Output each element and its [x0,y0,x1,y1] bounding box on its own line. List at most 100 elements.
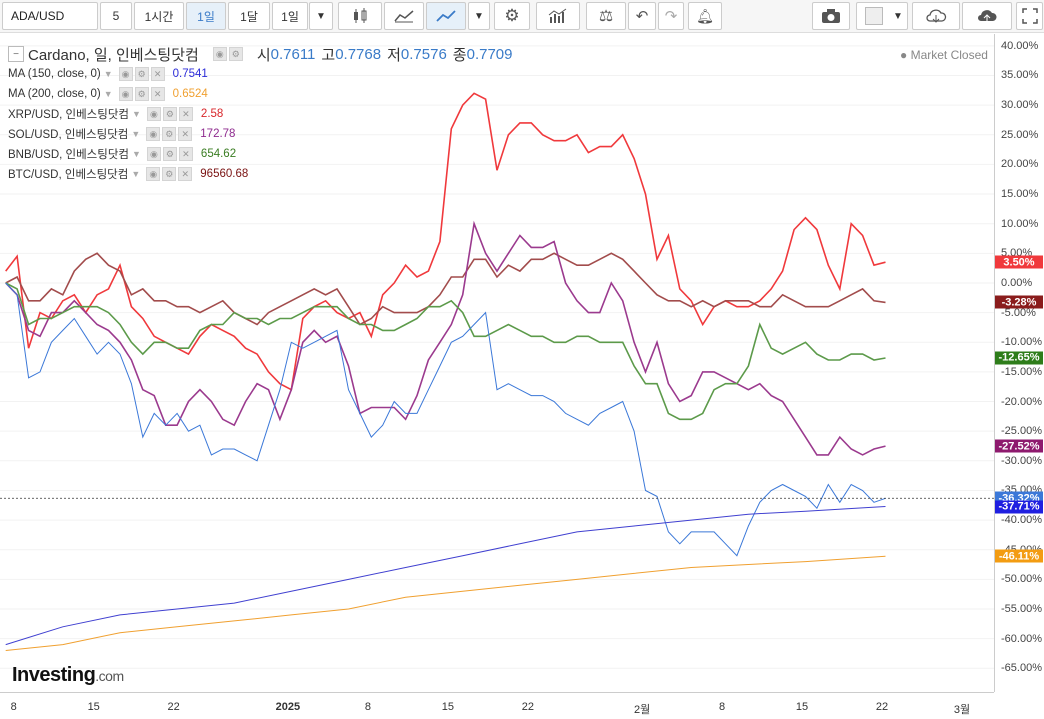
series-line-ada-usd [5,282,886,557]
eye-icon[interactable]: ◉ [118,87,133,101]
eye-icon[interactable]: ◉ [146,107,161,121]
gear-icon[interactable]: ⚙ [162,107,177,121]
redo-button[interactable]: ↷ [658,2,684,30]
cloud-upload-button[interactable] [962,2,1012,30]
close-label: 종 [452,46,467,64]
price-axis[interactable]: 40.00% 35.00% 30.00% 25.00% 20.00% 15.00% 10.0… [994,34,1044,692]
line-chart-button[interactable] [426,2,466,30]
chevron-down-icon[interactable]: ▼ [103,89,113,99]
legend-series-controls: ◉ ⚙ ✕ [118,87,165,101]
legend-series-value: 172.78 [200,128,236,140]
main-series-controls: ◉ ⚙ [212,47,243,61]
chevron-down-icon: ▼ [474,10,484,22]
chevron-down-icon[interactable]: ▼ [103,69,113,79]
collapse-legend-icon[interactable]: − [8,46,24,62]
chevron-down-icon[interactable]: ▼ [132,149,141,159]
high-value: 0.7768 [335,45,382,63]
interval-1month-button[interactable]: 1달 [228,2,270,30]
close-icon[interactable]: ✕ [178,147,193,161]
symbol-label: ADA/USD [11,9,65,23]
price-tick-label: -40.00% [1001,514,1042,527]
gear-icon[interactable]: ⚙ [228,47,243,61]
eye-icon[interactable]: ◉ [146,167,161,181]
chart-plot[interactable] [0,34,994,692]
interval-dropdown-button[interactable]: ▼ [309,2,333,30]
legend-series-row: BNB/USD, 인베스팅닷컴 ▼ ◉ ⚙ ✕ 654.62 [8,144,513,164]
chart-type-dropdown-button[interactable]: ▼ [468,2,490,30]
indicators-button[interactable] [536,2,580,30]
legend-series-controls: ◉ ⚙ ✕ [146,107,193,121]
last-value-tag: -27.52% [995,439,1043,453]
close-icon[interactable]: ✕ [150,87,165,101]
price-tick-label: 0.00% [1001,276,1033,289]
gear-icon[interactable]: ⚙ [162,147,177,161]
price-tick-label: -15.00% [1001,365,1042,378]
fullscreen-icon [1021,8,1038,24]
time-tick-label: 8 [364,701,371,713]
price-tick-label: 15.00% [1001,188,1039,201]
last-value-tag: 3.50% [995,255,1043,269]
cloud-download-icon [926,9,947,23]
toolbar: ADA/USD 5 1시간 1일 1달 1일 ▼ ▼ ⚙ ⚖ ↶ ↷ 🔔︎ ▼ [0,0,1044,33]
gear-icon[interactable]: ⚙ [134,87,149,101]
chart-canvas[interactable] [0,34,994,692]
interval-1day-alt-button[interactable]: 1일 [272,2,308,30]
eye-icon[interactable]: ◉ [118,67,133,81]
interval-1day-button[interactable]: 1일 [186,2,226,30]
legend-series-list: MA (150, close, 0) ▼ ◉ ⚙ ✕ 0.7541 MA (200, clo… [8,64,513,184]
eye-icon[interactable]: ◉ [146,147,161,161]
price-tick-label: -10.00% [1001,336,1042,349]
interval-1hour-button[interactable]: 1시간 [134,2,184,30]
legend-series-label: BNB/USD, 인베스팅닷컴 [8,149,129,161]
chevron-down-icon[interactable]: ▼ [132,109,141,119]
logo-suffix-text: .com [95,668,124,684]
legend-series-row: BTC/USD, 인베스팅닷컴 ▼ ◉ ⚙ ✕ 96560.68 [8,164,513,184]
fullscreen-button[interactable] [1016,2,1043,30]
close-icon[interactable]: ✕ [178,167,193,181]
legend-series-label: BTC/USD, 인베스팅닷컴 [8,169,129,181]
legend: − Cardano, 일, 인베스팅닷컴 ◉ ⚙ 시 0.7611 고 0.7768 … [8,44,513,184]
series-layer [5,92,886,651]
screenshot-button[interactable] [812,2,850,30]
close-icon[interactable]: ✕ [178,107,193,121]
gear-icon[interactable]: ⚙ [162,127,177,141]
color-swatch-icon [865,7,883,25]
gear-icon[interactable]: ⚙ [134,67,149,81]
eye-icon[interactable]: ◉ [146,127,161,141]
add-alert-button[interactable]: 🔔︎ [688,2,722,30]
chevron-down-icon[interactable]: ▼ [131,129,141,139]
interval-label: 5 [112,9,120,23]
close-icon[interactable]: ✕ [150,67,165,81]
interval-5-button[interactable]: 5 [100,2,132,30]
eye-icon[interactable]: ◉ [212,47,227,61]
time-tick-label: 22 [521,701,534,713]
grid [0,45,994,669]
cloud-upload-icon [978,10,997,21]
area-chart-button[interactable] [384,2,424,30]
legend-series-label: MA (200, close, 0) [8,88,101,100]
undo-button[interactable]: ↶ [628,2,656,30]
color-picker-button[interactable]: ▼ [856,2,908,30]
legend-series-controls: ◉ ⚙ ✕ [118,67,165,81]
candlestick-chart-button[interactable] [338,2,382,30]
close-value: 0.7709 [466,45,513,63]
chevron-down-icon[interactable]: ▼ [131,169,141,179]
price-tick-label: 35.00% [1001,69,1039,82]
camera-icon [822,9,840,23]
time-tick-label: 15 [795,701,809,713]
series-line-sol-usd [5,220,886,456]
legend-series-value: 2.58 [200,108,224,120]
symbol-search-input[interactable]: ADA/USD [2,2,98,30]
series-line-xrp-usd [5,92,886,391]
cloud-download-button[interactable] [912,2,960,30]
legend-series-label: MA (150, close, 0) [8,68,101,80]
compare-button[interactable]: ⚖ [586,2,626,30]
line-chart-icon [436,10,456,22]
price-tick-label: -65.00% [1001,662,1042,675]
close-icon[interactable]: ✕ [178,127,193,141]
settings-button[interactable]: ⚙ [494,2,530,30]
investing-logo: Investing.com [12,664,124,687]
last-value-tag: -12.65% [995,351,1043,365]
gear-icon[interactable]: ⚙ [162,167,177,181]
time-axis[interactable]: 8 15 22 2025 8 15 22 2월 8 15 22 3월 [0,692,994,719]
